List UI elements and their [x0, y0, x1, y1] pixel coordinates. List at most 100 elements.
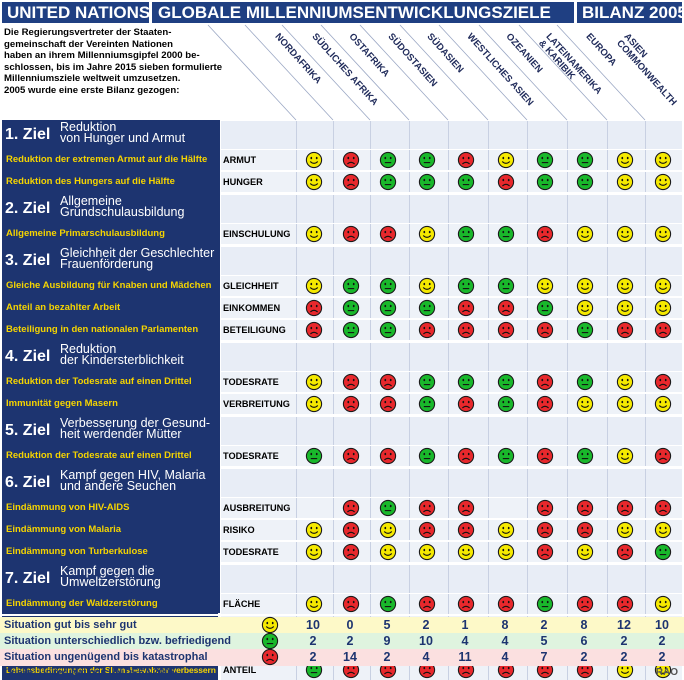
indicator-label: ANTEIL	[223, 665, 257, 675]
target-row-cells	[221, 542, 682, 562]
grid-line	[488, 320, 489, 340]
grid-line	[645, 150, 646, 170]
status-smiley	[457, 521, 474, 539]
grid-line	[488, 298, 489, 318]
summary-count: 4	[501, 650, 509, 664]
grid-line	[333, 150, 334, 170]
grid-line	[296, 417, 297, 445]
grid-line	[296, 660, 297, 680]
status-smiley	[616, 447, 633, 465]
grid-line	[645, 446, 646, 466]
grid-line	[448, 320, 449, 340]
grid-line	[488, 520, 489, 540]
status-smiley	[342, 321, 359, 339]
grid-line	[333, 594, 334, 614]
status-smiley	[616, 173, 633, 191]
status-smiley	[457, 395, 474, 413]
grid-line	[488, 469, 489, 497]
grid-line	[409, 394, 410, 414]
status-smiley	[305, 277, 322, 295]
status-smiley	[616, 373, 633, 391]
summary-smiley	[261, 616, 279, 634]
grid-line	[607, 298, 608, 318]
grid-line	[567, 660, 568, 680]
grid-line	[567, 247, 568, 275]
grid-line	[333, 298, 334, 318]
grid-line	[296, 394, 297, 414]
grid-line	[567, 320, 568, 340]
grid-line	[488, 565, 489, 593]
grid-line	[296, 446, 297, 466]
goal-title: Kampf gegen HIV, Malaria und andere Seuc…	[60, 468, 206, 493]
grid-line	[370, 247, 371, 275]
grid-line	[607, 520, 608, 540]
goal-title: Reduktion der Kindersterblichkeit	[60, 342, 184, 367]
grid-line	[567, 276, 568, 296]
grid-line	[333, 542, 334, 562]
status-smiley	[536, 299, 553, 317]
indicator-label: TODESRATE	[223, 547, 279, 557]
grid-line	[296, 469, 297, 497]
status-smiley	[576, 277, 593, 295]
grid-line	[567, 498, 568, 518]
status-smiley	[305, 447, 322, 465]
grid-line	[370, 298, 371, 318]
indicator-label: EINKOMMEN	[223, 303, 281, 313]
grid-line	[448, 394, 449, 414]
grid-line	[607, 224, 608, 244]
status-smiley	[418, 595, 435, 613]
grid-line	[370, 446, 371, 466]
status-smiley	[576, 595, 593, 613]
status-smiley	[497, 373, 514, 391]
status-smiley	[305, 661, 322, 679]
status-smiley	[654, 395, 671, 413]
grid-line	[370, 417, 371, 445]
status-smiley	[654, 277, 671, 295]
intro-line: 2005 wurde eine erste Bilanz gezogen:	[4, 84, 180, 96]
summary-count: 11	[458, 650, 472, 664]
grid-line	[527, 498, 528, 518]
goal-heading: 5. Ziel Verbesserung der Gesund- heit wer…	[2, 416, 220, 446]
grid-line	[488, 276, 489, 296]
grid-line	[296, 498, 297, 518]
target-label: Eindämmung von HIV-AIDS	[2, 498, 218, 518]
summary-row: Situation unterschiedlich bzw. befriedig…	[0, 633, 684, 650]
grid-line	[488, 224, 489, 244]
status-smiley	[457, 447, 474, 465]
grid-line	[527, 276, 528, 296]
status-smiley	[342, 521, 359, 539]
grid-line	[296, 150, 297, 170]
status-smiley	[536, 173, 553, 191]
target-row-cells	[221, 372, 682, 392]
header-bilanz: BILANZ 2005	[577, 2, 682, 23]
grid-line	[448, 343, 449, 371]
grid-line	[645, 276, 646, 296]
status-smiley	[305, 225, 322, 243]
goal-heading-cells	[221, 195, 682, 223]
grid-line	[409, 565, 410, 593]
status-smiley	[536, 321, 553, 339]
target-label: Reduktion der extremen Armut auf die Häl…	[2, 150, 218, 170]
grid-line	[370, 594, 371, 614]
grid-line	[448, 195, 449, 223]
grid-line	[527, 247, 528, 275]
grid-line	[448, 498, 449, 518]
status-smiley	[654, 521, 671, 539]
summary-count: 2	[658, 634, 666, 648]
grid-line	[488, 417, 489, 445]
status-smiley	[576, 543, 593, 561]
grid-line	[527, 417, 528, 445]
grid-line	[370, 150, 371, 170]
status-smiley	[342, 395, 359, 413]
grid-line	[409, 224, 410, 244]
target-row-cells	[221, 446, 682, 466]
grid-line	[409, 660, 410, 680]
target-row-cells	[221, 320, 682, 340]
grid-line	[645, 320, 646, 340]
target-label: Eindämmung von Turberkulose	[2, 542, 218, 562]
intro-line: Die Regierungsvertreter der Staaten-	[4, 27, 172, 38]
grid-line	[448, 520, 449, 540]
grid-line	[488, 594, 489, 614]
status-smiley	[457, 321, 474, 339]
goal-heading-cells	[221, 247, 682, 275]
